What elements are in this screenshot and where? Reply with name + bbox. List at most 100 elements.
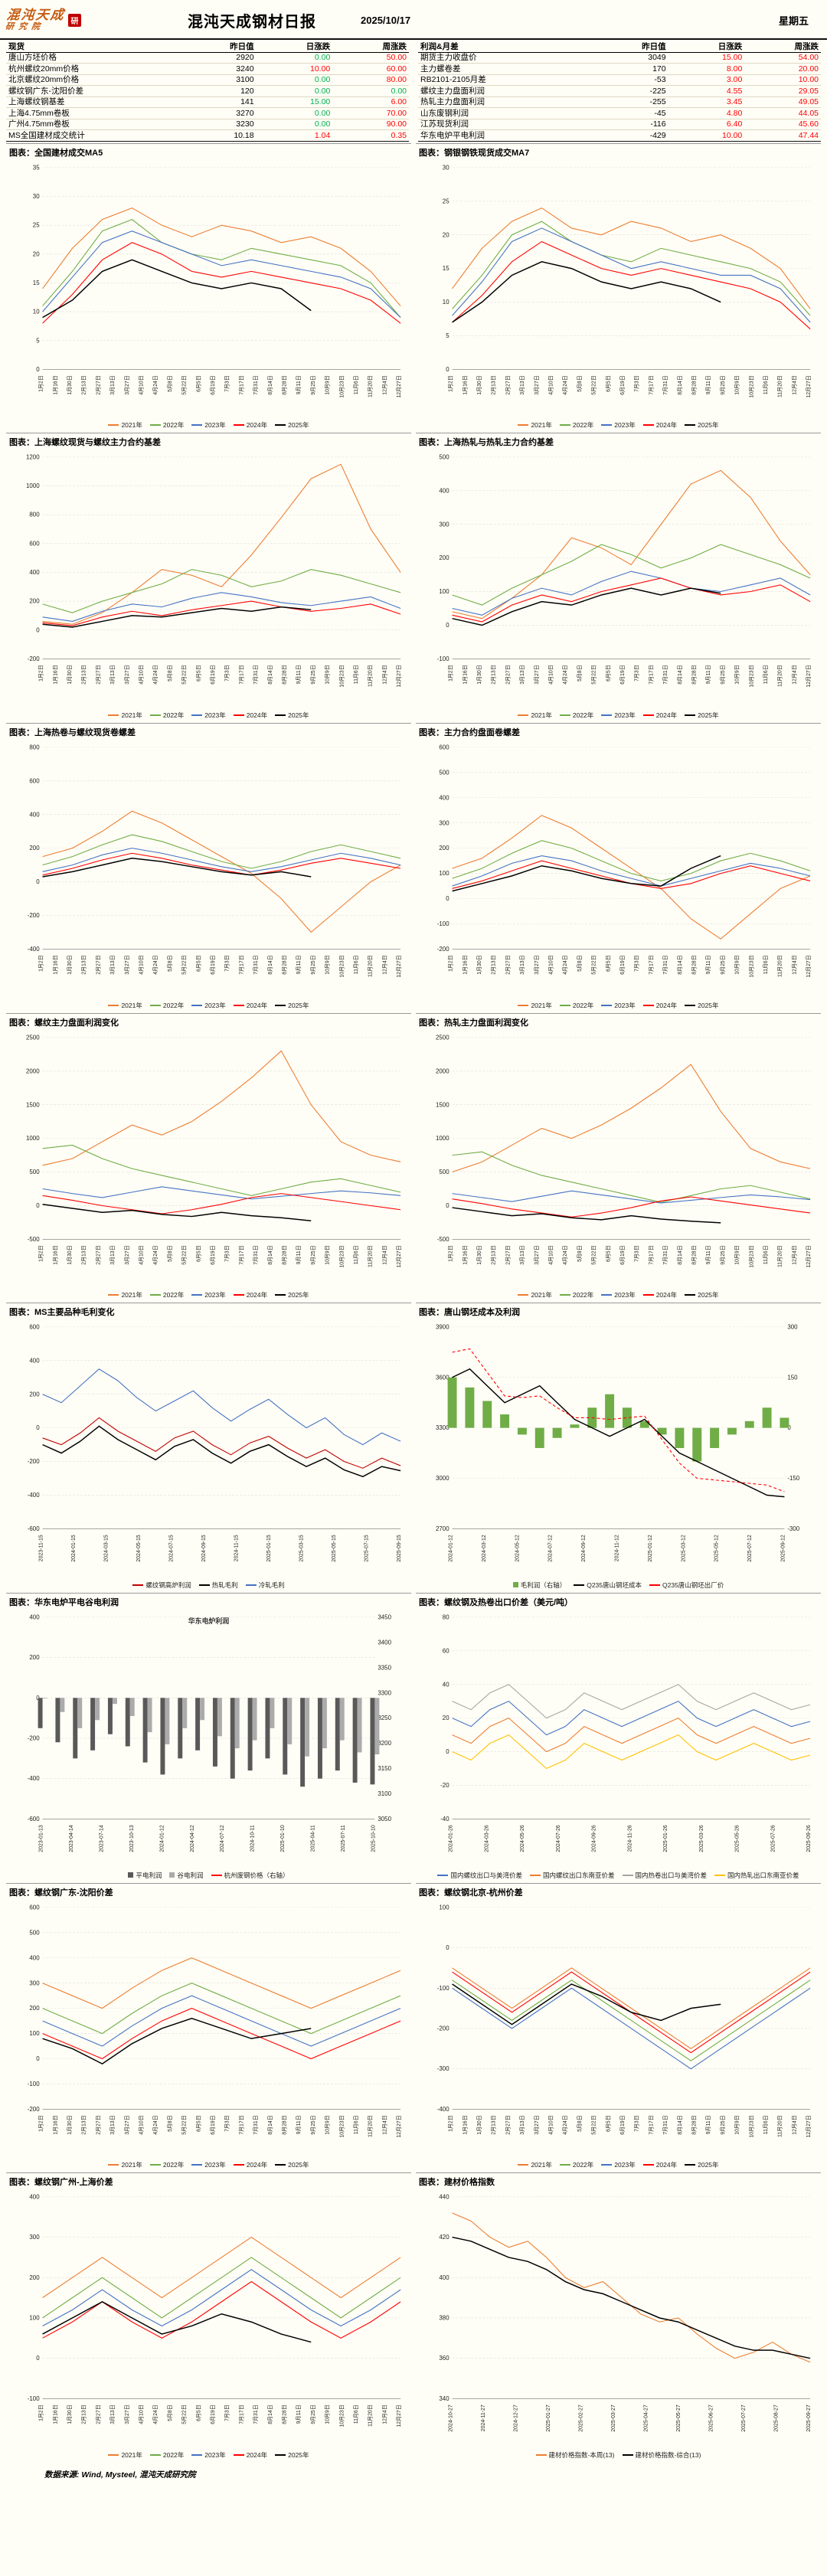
- svg-text:2024-11-15: 2024-11-15: [234, 1535, 240, 1561]
- chart-legend: 2021年 2022年 2023年 2024年 2025年: [417, 420, 819, 431]
- legend-item: 2023年: [191, 2160, 226, 2169]
- svg-text:800: 800: [29, 744, 40, 750]
- legend-label: 2025年: [698, 421, 719, 430]
- svg-text:2025-05-15: 2025-05-15: [332, 1535, 337, 1562]
- legend-swatch-icon: [685, 1294, 696, 1296]
- svg-text:3400: 3400: [378, 1639, 391, 1646]
- legend-label: 2024年: [246, 2450, 268, 2459]
- svg-text:3月27日: 3月27日: [534, 1245, 540, 1264]
- svg-text:2024-01-15: 2024-01-15: [71, 1535, 77, 1562]
- legend-item: 2025年: [275, 1290, 309, 1299]
- svg-text:8月28日: 8月28日: [691, 665, 697, 684]
- legend-item: 2023年: [601, 1290, 636, 1299]
- svg-text:150: 150: [787, 1375, 798, 1381]
- legend-item: 2022年: [149, 1290, 184, 1299]
- svg-text:5月8日: 5月8日: [577, 2115, 583, 2132]
- svg-text:2025-09-26: 2025-09-26: [806, 1825, 812, 1852]
- legend-item: 2022年: [559, 2160, 593, 2169]
- legend-label: 2021年: [531, 1291, 552, 1299]
- svg-text:-600: -600: [28, 1525, 40, 1532]
- legend-item: 2021年: [518, 2160, 552, 2169]
- svg-text:1月16日: 1月16日: [462, 2115, 468, 2134]
- legend-swatch-icon: [518, 424, 529, 427]
- svg-text:600: 600: [29, 777, 40, 784]
- cell-day: 0.00: [256, 74, 333, 86]
- svg-text:5月22日: 5月22日: [591, 955, 597, 974]
- svg-text:200: 200: [29, 1654, 40, 1661]
- svg-text:2024-07-15: 2024-07-15: [169, 1535, 175, 1562]
- svg-text:1月30日: 1月30日: [67, 2115, 73, 2134]
- svg-text:2025-07-26: 2025-07-26: [770, 1825, 776, 1852]
- cell-value: 3230: [179, 119, 257, 130]
- svg-text:10月9日: 10月9日: [325, 2115, 331, 2134]
- chart-canvas: 2700 3000 3300 3600 3900 -300 -150 0 150 300 2024-…: [436, 1324, 800, 1562]
- svg-text:2024-07-12: 2024-07-12: [548, 1535, 554, 1562]
- svg-text:2024-07-26: 2024-07-26: [556, 1825, 561, 1852]
- legend-label: 2024年: [655, 711, 678, 719]
- svg-text:7月3日: 7月3日: [224, 1245, 230, 1262]
- chart-title: 图表：主力合约盘面卷螺差: [419, 727, 520, 737]
- svg-text:200: 200: [29, 598, 40, 605]
- logo-text: 混沌天成 研究院: [5, 8, 65, 31]
- svg-text:3月13日: 3月13日: [110, 955, 116, 974]
- svg-text:7月17日: 7月17日: [648, 955, 654, 974]
- svg-text:5月22日: 5月22日: [181, 665, 188, 684]
- cell-value: -255: [591, 96, 668, 108]
- legend-item: 2024年: [233, 2450, 268, 2460]
- legend-swatch-icon: [108, 1004, 119, 1006]
- cell-value: 10.18: [179, 129, 257, 142]
- svg-text:2月27日: 2月27日: [95, 2404, 101, 2424]
- chart-legend: 2021年 2022年 2023年 2024年 2025年: [417, 1001, 819, 1012]
- svg-text:2024-09-26: 2024-09-26: [592, 1825, 597, 1852]
- legend-item: 2025年: [275, 711, 309, 720]
- legend-label: 2024年: [246, 2161, 268, 2169]
- svg-text:12月4日: 12月4日: [381, 1245, 387, 1264]
- svg-text:2月13日: 2月13日: [491, 2115, 497, 2134]
- svg-text:10月23日: 10月23日: [338, 1245, 345, 1267]
- svg-text:6月5日: 6月5日: [605, 375, 611, 392]
- svg-text:11月6日: 11月6日: [763, 375, 769, 394]
- svg-text:2025-03-26: 2025-03-26: [699, 1825, 704, 1852]
- svg-text:6月19日: 6月19日: [210, 375, 216, 394]
- chart-canvas: -600 -400 -200 0 200 400 600 2023-11-15 2024-01-…: [28, 1324, 402, 1562]
- svg-text:2024-05-26: 2024-05-26: [520, 1825, 525, 1852]
- svg-text:7月17日: 7月17日: [238, 665, 244, 684]
- svg-text:3450: 3450: [378, 1613, 391, 1620]
- svg-text:2025-07-11: 2025-07-11: [341, 1825, 346, 1852]
- svg-text:3350: 3350: [378, 1664, 391, 1671]
- svg-text:11月6日: 11月6日: [353, 955, 359, 974]
- svg-text:35: 35: [33, 164, 40, 171]
- svg-text:0: 0: [36, 2355, 40, 2362]
- svg-text:-200: -200: [28, 2105, 40, 2112]
- svg-text:3月27日: 3月27日: [534, 2115, 540, 2134]
- svg-text:7月31日: 7月31日: [662, 375, 668, 394]
- svg-text:2024-12-27: 2024-12-27: [514, 2404, 519, 2432]
- svg-text:2025-01-26: 2025-01-26: [663, 1825, 668, 1852]
- svg-text:华东电炉利润: 华东电炉利润: [188, 1617, 230, 1625]
- svg-text:2月13日: 2月13日: [81, 1245, 87, 1264]
- svg-text:2024-09-15: 2024-09-15: [201, 1535, 207, 1562]
- svg-text:10月9日: 10月9日: [734, 665, 740, 684]
- legend-swatch-icon: [149, 2164, 161, 2166]
- svg-text:3月13日: 3月13日: [519, 955, 525, 974]
- chart-title: 图表：MS主要品种毛利变化: [9, 1308, 115, 1318]
- cell-day: 15.00: [256, 96, 333, 108]
- svg-text:2月27日: 2月27日: [95, 1245, 101, 1264]
- chart-title: 图表：唐山钢坯成本及利润: [419, 1308, 520, 1318]
- cell-week: 10.00: [744, 74, 821, 86]
- chart-legend: 2021年 2022年 2023年 2024年 2025年: [8, 1001, 410, 1012]
- chart-title: 图表：全国建材成交MA5: [9, 148, 103, 158]
- legend-swatch-icon: [601, 714, 613, 716]
- legend-label: 2022年: [572, 421, 594, 430]
- svg-text:3150: 3150: [378, 1765, 391, 1772]
- cell-week: 6.00: [332, 96, 409, 108]
- svg-text:12月27日: 12月27日: [806, 665, 812, 687]
- chart-canvas: -600-400-2000200400305031003150320032503…: [28, 1613, 392, 1852]
- chart-canvas: -100 0 100 200 300 400 500 1月2日 1月16日 1月30日 2月13日 2…: [437, 454, 812, 688]
- svg-text:60: 60: [443, 1647, 449, 1654]
- legend-item: 2021年: [108, 2160, 142, 2169]
- cell-day: 10.00: [668, 129, 745, 142]
- svg-text:-200: -200: [28, 655, 40, 662]
- chart-canvas: -500 0 500 1000 1500 2000 2500 1月2日 1月16日 1月30日 2月…: [26, 1034, 402, 1267]
- legend-swatch-icon: [601, 2164, 613, 2166]
